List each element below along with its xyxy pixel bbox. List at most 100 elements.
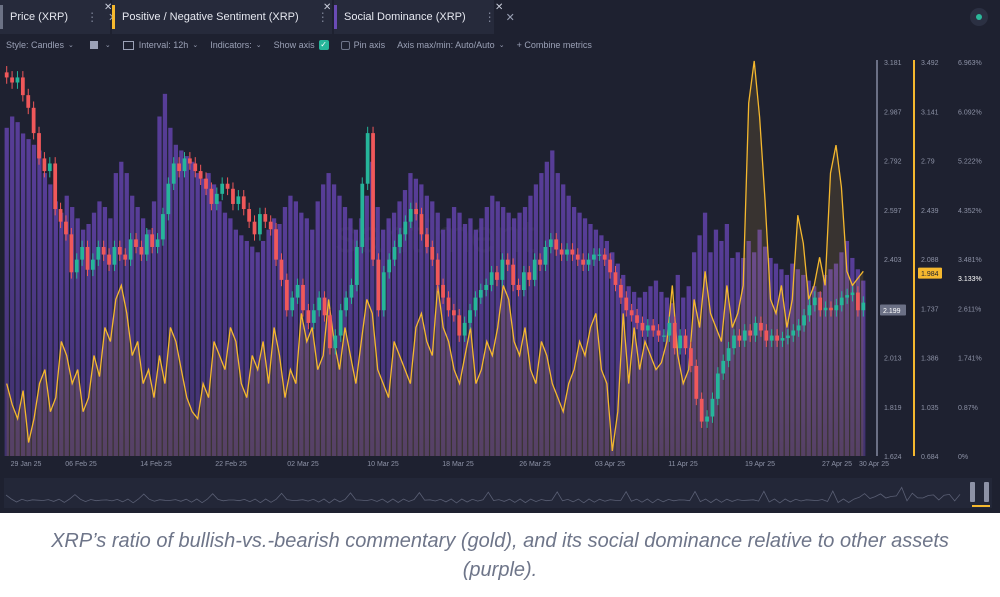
price-candle — [592, 254, 596, 260]
dominance-bar — [282, 207, 288, 456]
price-candle — [748, 330, 753, 336]
price-candle — [112, 246, 117, 265]
price-candle — [96, 246, 101, 260]
dominance-bar — [271, 218, 277, 456]
price-axis-tick: 2.013 — [884, 356, 902, 363]
price-candle — [613, 272, 618, 285]
indicators-dropdown[interactable]: Indicators: ⌄ — [210, 40, 261, 50]
dominance-bar — [430, 201, 435, 456]
axis-range-dropdown[interactable]: Axis max/min: Auto/Auto ⌄ — [397, 40, 504, 50]
price-candle — [69, 234, 74, 273]
style-dropdown[interactable]: Style: Candles ⌄ — [6, 40, 74, 50]
price-candle — [408, 209, 413, 222]
price-candle — [473, 297, 478, 311]
dominance-axis-tick: 4.352% — [958, 208, 982, 215]
sentiment-axis-tick: 2.088 — [921, 257, 939, 264]
dominance-bar — [26, 139, 31, 456]
price-candle — [796, 325, 801, 331]
dominance-bar — [31, 144, 37, 456]
dominance-bar — [151, 201, 157, 456]
chart-canvas[interactable]: santiment3.1812.9872.7922.5972.4032.2082… — [0, 0, 1000, 513]
dominance-bar — [288, 195, 293, 456]
show-axis-toggle[interactable]: Show axis ✓ — [274, 40, 329, 50]
x-axis-tick: 22 Feb 25 — [215, 461, 247, 468]
dominance-bar — [828, 269, 833, 456]
chevron-down-icon: ⌄ — [68, 42, 74, 49]
price-candle — [187, 158, 192, 164]
tab-price[interactable]: Price (XRP) ⋮ ✕ — [0, 0, 117, 34]
more-options-icon[interactable]: ⋮ — [316, 10, 329, 24]
dominance-bar — [293, 201, 299, 456]
close-icon[interactable]: ✕ — [323, 2, 332, 13]
price-candle — [850, 292, 855, 296]
dominance-bar — [91, 212, 97, 456]
settings-toggle-icon[interactable] — [970, 8, 988, 26]
more-options-icon[interactable]: ⋮ — [86, 10, 99, 24]
dominance-bar — [555, 173, 560, 456]
dominance-current-badge: 3.133% — [958, 276, 982, 283]
dominance-bar — [479, 218, 484, 456]
metric-tabs: Price (XRP) ⋮ ✕ Positive / Negative Sent… — [0, 0, 1000, 34]
price-candle — [667, 322, 672, 336]
price-candle — [144, 234, 149, 255]
price-current-badge: 2.199 — [883, 308, 901, 315]
dominance-bar — [473, 229, 479, 456]
combine-metrics-button[interactable]: + Combine metrics — [517, 40, 592, 50]
price-candle — [441, 284, 445, 298]
dominance-bar — [217, 201, 222, 456]
price-candle — [209, 188, 214, 204]
dominance-bar — [184, 156, 189, 456]
price-candle — [419, 214, 424, 235]
dominance-bar — [130, 195, 135, 456]
figure-caption: XRP’s ratio of bullish-vs.-bearish comme… — [51, 530, 949, 581]
dominance-bar — [408, 173, 413, 456]
dominance-bar — [571, 207, 577, 456]
price-candle — [171, 163, 176, 184]
price-candle — [818, 297, 823, 311]
dominance-bar — [173, 144, 178, 456]
price-candle — [58, 209, 63, 222]
price-candle — [4, 72, 9, 78]
price-candle — [785, 335, 790, 339]
checkbox-checked-icon[interactable]: ✓ — [318, 40, 329, 50]
price-candle — [662, 335, 666, 337]
x-axis-tick: 06 Feb 25 — [65, 461, 97, 468]
price-candle — [478, 289, 483, 298]
price-candle — [554, 239, 559, 250]
price-candle — [204, 178, 208, 189]
price-candle — [457, 315, 462, 336]
dominance-bar — [315, 201, 320, 456]
price-candle — [570, 249, 575, 255]
close-icon[interactable]: ✕ — [505, 11, 515, 24]
price-candle — [823, 307, 828, 311]
interval-dropdown[interactable]: Interval: 12h ⌄ — [122, 40, 198, 50]
price-candle — [101, 246, 106, 255]
price-candle — [737, 335, 742, 341]
sentiment-current-badge-bg — [918, 267, 942, 279]
price-candle — [74, 259, 79, 273]
dominance-bar — [228, 218, 233, 456]
price-candle — [856, 292, 860, 311]
tab-social-dominance[interactable]: Social Dominance (XRP) ⋮ ✕ — [334, 0, 515, 34]
navigator-sparkline — [5, 486, 961, 504]
dominance-bar — [146, 229, 151, 456]
pin-axis-toggle[interactable]: Pin axis — [340, 40, 385, 50]
dominance-bar — [779, 269, 784, 456]
price-candle — [656, 330, 661, 336]
price-candle — [284, 279, 289, 311]
price-candle — [91, 259, 95, 270]
color-dropdown[interactable]: ⌄ — [86, 41, 111, 49]
dominance-bar — [844, 240, 850, 456]
dominance-bar — [741, 257, 746, 456]
close-icon[interactable]: ✕ — [104, 2, 113, 13]
close-icon[interactable]: ✕ — [495, 2, 504, 13]
dominance-bar — [37, 150, 42, 456]
price-candle — [371, 133, 375, 260]
checkbox-icon[interactable] — [340, 40, 350, 50]
calendar-icon — [122, 40, 134, 50]
dominance-bar — [795, 269, 800, 456]
price-candle — [26, 95, 31, 108]
more-options-icon[interactable]: ⋮ — [483, 10, 496, 24]
dominance-bar — [762, 246, 768, 456]
price-candle — [699, 398, 704, 422]
